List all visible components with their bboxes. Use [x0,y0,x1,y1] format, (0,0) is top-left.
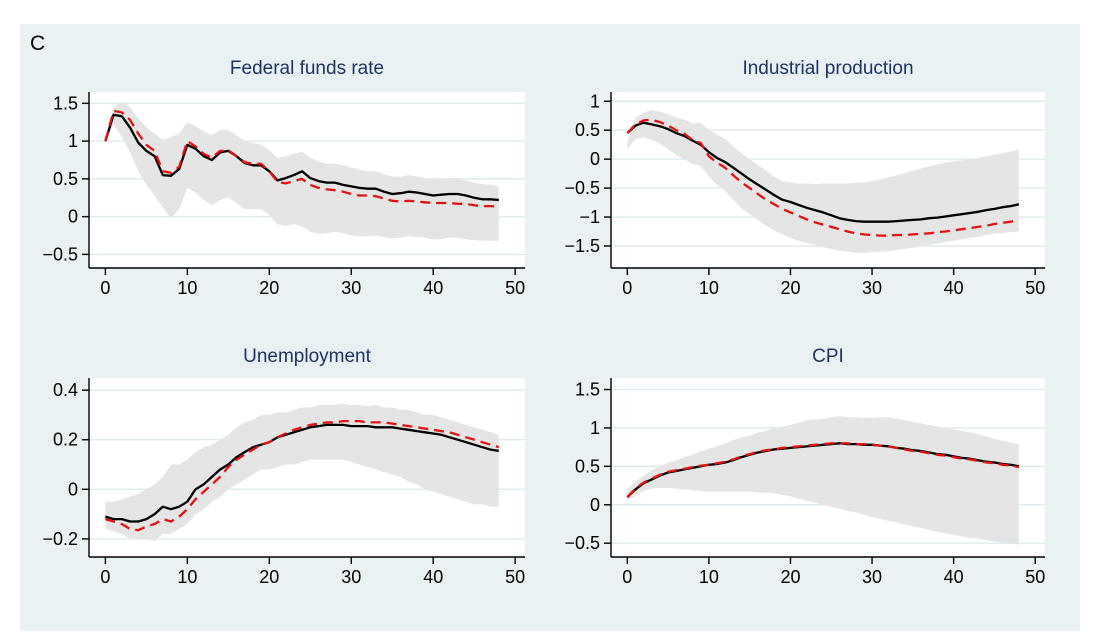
x-tick-label: 50 [505,278,525,298]
x-tick-label: 30 [341,278,361,298]
x-tick-label: 30 [862,278,882,298]
x-tick-label: 50 [1025,567,1045,587]
y-tick-label: 1.5 [575,380,600,400]
x-tick-label: 50 [1025,278,1045,298]
x-tick-label: 40 [423,567,443,587]
x-tick-label: 40 [944,278,964,298]
y-tick-label: 0 [590,495,600,515]
irf-line-solid-black [105,423,499,523]
irf-line-dashed-red [104,109,499,208]
y-tick-label: −0.5 [564,178,600,198]
irf-panel-cpi: 1.5 1 0.5 0 −0.5 0 10 20 30 40 50 CPI [564,346,1045,587]
x-tick-label: 0 [100,278,110,298]
irf-line-dashed-red [105,419,500,532]
x-tick-label: 40 [944,567,964,587]
irf-line-solid-black [104,113,499,202]
x-tick-label: 50 [505,567,525,587]
x-tick-label: 0 [622,567,632,587]
x-tick-label: 30 [341,567,361,587]
panel-title: Industrial production [742,58,913,79]
x-tick-label: 20 [780,567,800,587]
x-tick-label: 40 [423,278,443,298]
x-tick-label: 30 [862,567,882,587]
confidence-band [627,416,1019,545]
figure-canvas: C 1.5 1 0.5 0 −0.5 0 10 20 30 40 50 Federal funds r… [20,24,1080,631]
figure-panel-letter: C [30,32,46,55]
x-tick-label: 10 [177,278,197,298]
irf-line-dashed-red [626,442,1020,498]
y-tick-label: 1.5 [53,93,78,113]
x-tick-label: 0 [622,278,632,298]
y-tick-label: −1.5 [564,236,600,256]
y-tick-label: 0 [68,207,78,227]
y-tick-label: 0.5 [575,120,600,140]
x-tick-label: 20 [259,278,279,298]
y-tick-label: 0 [68,479,78,499]
y-tick-label: −0.5 [42,244,78,264]
confidence-band [105,403,499,542]
x-tick-label: 10 [699,278,719,298]
panel-title: CPI [812,346,844,367]
irf-line-dashed-red [626,118,1020,237]
y-tick-label: 1 [590,91,600,111]
y-tick-label: 0.2 [53,430,78,450]
panel-title: Unemployment [243,346,371,367]
x-tick-label: 10 [699,567,719,587]
y-tick-label: −0.2 [42,529,78,549]
x-tick-label: 10 [177,567,197,587]
panel-title: Federal funds rate [230,58,384,79]
irf-panel-industrial-production: 1 0.5 0 −0.5 −1 −1.5 0 10 20 30 40 50 Industrial pro… [564,58,1045,298]
x-tick-label: 20 [780,278,800,298]
y-tick-label: 1 [68,131,78,151]
y-tick-label: −1 [579,207,600,227]
irf-panel-unemployment: 0.4 0.2 0 −0.2 0 10 20 30 40 50 Unemployment [42,346,525,587]
y-tick-label: 0 [590,149,600,169]
y-tick-label: −0.5 [564,533,600,553]
irf-line-solid-black [626,121,1020,223]
y-tick-label: 0.5 [53,169,78,189]
y-tick-label: 1 [590,418,600,438]
irf-panel-federal-funds-rate: 1.5 1 0.5 0 −0.5 0 10 20 30 40 50 Federal funds rat… [42,58,525,298]
x-tick-label: 0 [100,567,110,587]
y-tick-label: 0.4 [53,380,78,400]
confidence-band [627,109,1019,253]
x-tick-label: 20 [259,567,279,587]
y-tick-label: 0.5 [575,456,600,476]
